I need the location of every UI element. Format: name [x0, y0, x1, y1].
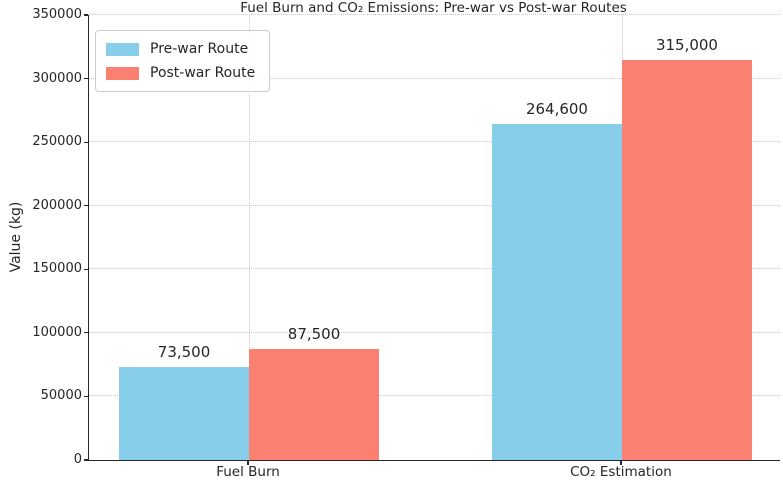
- legend-item-pre-war-route: Pre-war Route: [106, 37, 255, 61]
- legend: Pre-war Route Post-war Route: [95, 30, 271, 92]
- ytick-label-300000: 300000: [32, 70, 82, 86]
- ytick-label-350000: 350000: [32, 7, 82, 22]
- bar-pre-war-route-fuel-burn: [119, 366, 250, 460]
- xtick-mark-fuel-burn: [247, 461, 249, 465]
- gridline-h-250000: [89, 141, 780, 143]
- ytick-label-250000: 250000: [32, 134, 82, 150]
- gridline-v-fuel-burn: [249, 15, 251, 460]
- ytick-label-50000: 50000: [40, 388, 82, 404]
- ytick-mark-150000: [83, 268, 88, 270]
- xtick-label-fuel-burn: Fuel Burn: [216, 464, 280, 480]
- ytick-mark-250000: [83, 141, 88, 143]
- plot-area: 73,500 87,500 264,600 315,000: [88, 14, 780, 461]
- gridline-h-150000: [89, 268, 780, 270]
- xtick-label-co-estimation: CO₂ Estimation: [570, 464, 672, 480]
- ytick-label-150000: 150000: [32, 261, 82, 277]
- ytick-mark-350000: [83, 14, 88, 16]
- bar-pre-war-route-co-estimation: [491, 123, 622, 460]
- bar-value-label-post-war-route-co-estimation: 315,000: [655, 35, 718, 54]
- ytick-label-100000: 100000: [32, 324, 82, 340]
- bar-post-war-route-fuel-burn: [249, 348, 380, 460]
- gridline-h-350000: [89, 14, 780, 15]
- legend-label-pre-war-route: Pre-war Route: [150, 41, 249, 57]
- legend-items: Pre-war Route Post-war Route: [106, 37, 255, 85]
- gridline-h-100000: [89, 331, 780, 333]
- ytick-mark-300000: [83, 77, 88, 80]
- gridline-h-300000: [89, 77, 780, 79]
- bar-value-label-pre-war-route-fuel-burn: 73,500: [157, 342, 211, 361]
- xtick-mark-co-estimation: [620, 461, 622, 465]
- gridline-h-50000: [89, 395, 780, 397]
- ytick-mark-50000: [83, 395, 88, 398]
- ytick-mark-200000: [83, 205, 88, 207]
- ytick-label-200000: 200000: [32, 197, 82, 213]
- legend-label-post-war-route: Post-war Route: [150, 65, 256, 81]
- chart-title: Fuel Burn and CO₂ Emissions: Pre-war vs …: [240, 0, 627, 16]
- ytick-label-0: 0: [73, 452, 82, 467]
- bar-value-label-post-war-route-fuel-burn: 87,500: [287, 324, 341, 343]
- legend-swatch-pre-war-route: [106, 42, 139, 56]
- gridline-h-200000: [89, 204, 780, 206]
- bar-post-war-route-co-estimation: [621, 59, 752, 460]
- bar-value-label-pre-war-route-co-estimation: 264,600: [525, 99, 588, 118]
- legend-swatch-post-war-route: [106, 66, 139, 80]
- legend-item-post-war-route: Post-war Route: [106, 61, 255, 85]
- ytick-mark-0: [83, 459, 88, 461]
- ytick-mark-100000: [83, 332, 88, 334]
